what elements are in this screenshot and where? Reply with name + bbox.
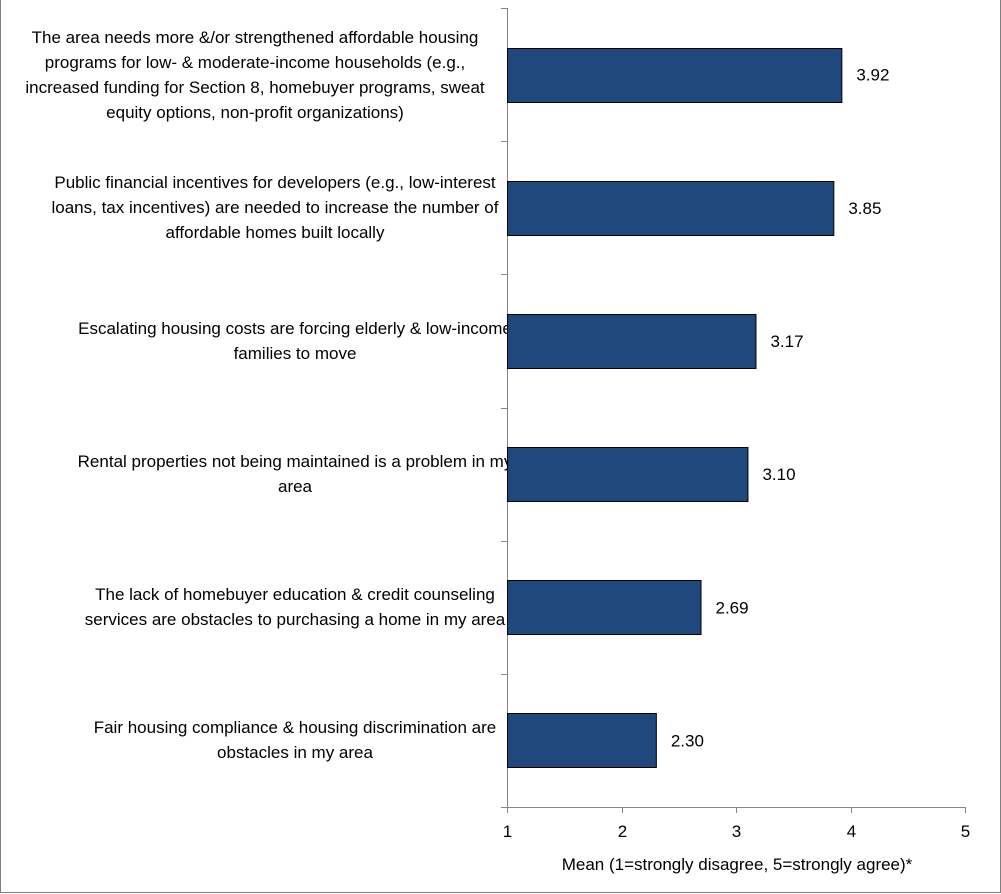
bar	[507, 314, 757, 369]
category-label: Public financial incentives for develope…	[51, 173, 499, 243]
value-label: 3.85	[848, 199, 881, 218]
x-tick-label: 4	[847, 822, 856, 841]
bar	[507, 713, 657, 768]
bar	[507, 447, 749, 502]
value-label: 3.17	[770, 332, 803, 351]
x-tick-label: 1	[503, 822, 512, 841]
value-label: 2.69	[716, 598, 749, 617]
x-tick-label: 2	[618, 822, 627, 841]
bar	[507, 181, 835, 236]
category-label: The lack of homebuyer education & credit…	[84, 585, 506, 630]
category-label: Fair housing compliance & housing discri…	[93, 718, 497, 763]
category-label: Escalating housing costs are forcing eld…	[78, 318, 512, 363]
value-label: 3.92	[856, 66, 889, 85]
x-tick-label: 5	[961, 822, 970, 841]
x-tick-label: 3	[732, 822, 741, 841]
value-label: 3.10	[762, 465, 795, 484]
x-axis-title: Mean (1=strongly disagree, 5=strongly ag…	[561, 855, 913, 874]
category-label: The area needs more &/or strengthened af…	[25, 27, 485, 122]
value-label: 2.30	[671, 731, 704, 750]
bar	[507, 48, 843, 103]
bar	[507, 580, 702, 635]
category-label: Rental properties not being maintained i…	[77, 452, 513, 497]
